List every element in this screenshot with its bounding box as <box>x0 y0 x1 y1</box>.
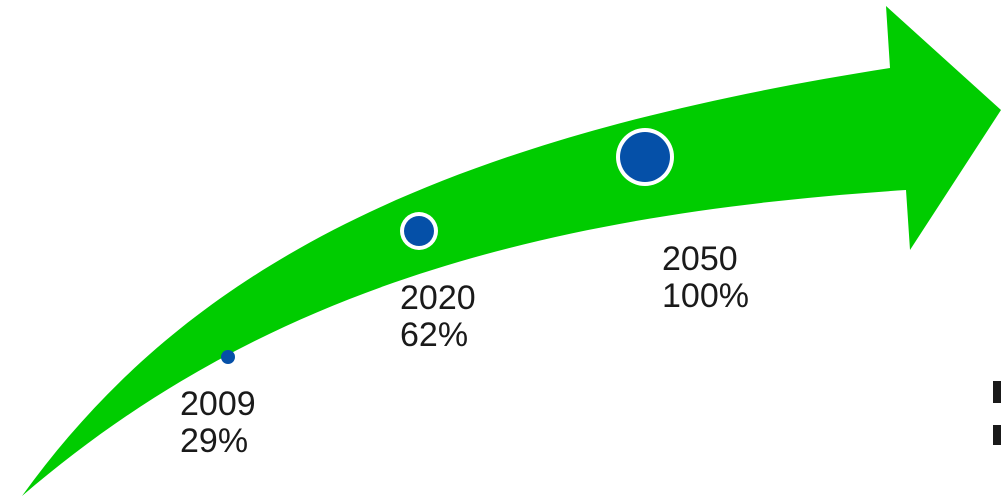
milestone-year: 2020 <box>400 279 476 317</box>
clipped-text-fragment <box>993 381 1001 403</box>
milestone-label-2050: 2050 100% <box>662 241 749 315</box>
milestone-year: 2009 <box>180 385 256 423</box>
marker-2050-dot <box>620 132 670 182</box>
milestone-value: 29% <box>180 422 249 460</box>
milestone-value: 62% <box>400 316 469 354</box>
marker-2009 <box>221 350 235 364</box>
growth-arrow <box>22 6 1001 496</box>
milestone-label-2020: 2020 62% <box>400 280 476 354</box>
milestone-year: 2050 <box>662 240 738 278</box>
marker-2020-dot <box>404 216 434 246</box>
milestone-label-2009: 2009 29% <box>180 386 256 460</box>
milestone-value: 100% <box>662 277 749 315</box>
clipped-text-fragment <box>993 425 1001 445</box>
